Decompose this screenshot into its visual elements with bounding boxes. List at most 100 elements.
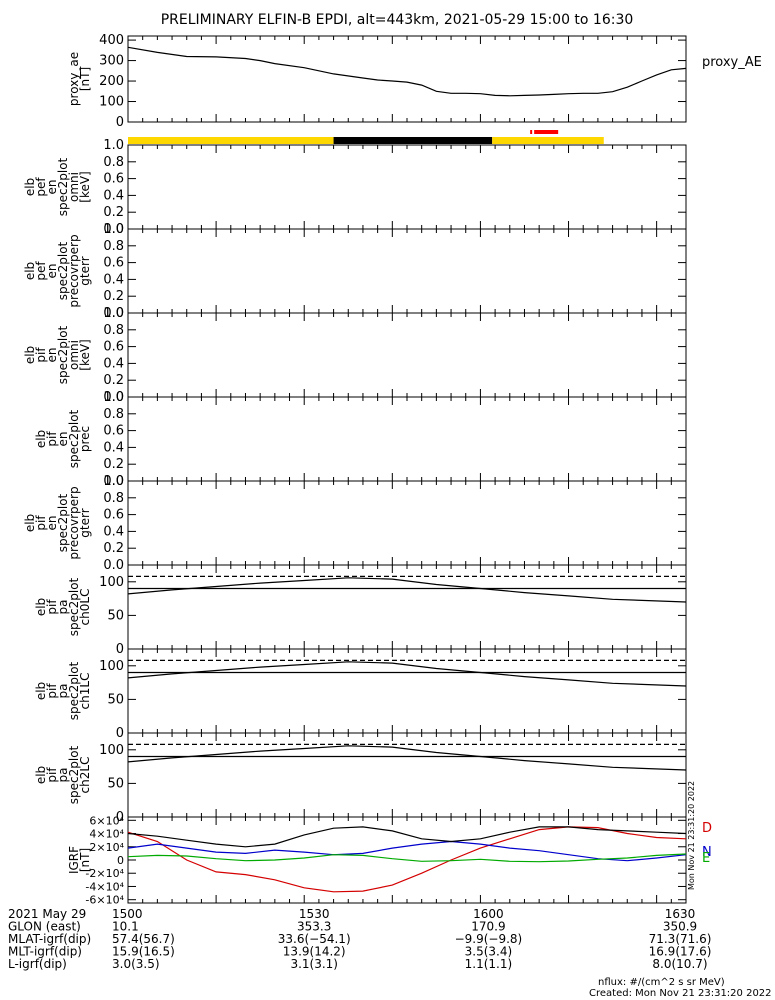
x-axis-annotation: 2021 May 29 1500 1530 1600 1630 GLON (east) 10… [8,907,711,971]
ytick-label-4: 0.8 [103,491,124,506]
row-value-1-3: 350.9 [663,920,697,934]
ylabel-line: elb [23,346,37,364]
ytick-label-5: 1.0 [103,222,124,237]
ylabel-line: ch1LC [78,673,92,710]
row-value-2-3: 71.3(71.6) [649,932,712,946]
panel-pef_en_spec2plot_omni: 0.0 0.2 0.40.6 0.8 1.0 elbpefenspec2plotomni[… [23,138,687,237]
ytick-label-1: 50 [107,776,124,791]
ytick-label-0: 0 [116,726,124,741]
ytick-label-4: 2×10⁴ [89,841,124,854]
ytick-label-0: 0 [116,642,124,657]
ytick-label-0: 0.0 [103,222,124,237]
ylabel-line: pa [56,600,70,615]
panel-frame [127,648,687,734]
ylabel-line: pef [34,261,48,281]
row-value-4-2: 1.1(1.1) [465,957,513,971]
ytick-label-2: 0.4 [103,440,124,455]
ytick-label-2: 200 [99,74,124,89]
ylabel-line: gterr [78,256,92,285]
row-label-0: 2021 May 29 [8,907,86,921]
ylabel-line: en [45,348,59,363]
ylabel-line: pa [56,768,70,783]
ytick-label-3: 0 [117,854,124,867]
ylabel: IGRF[nT] [67,846,92,874]
ytick-label-4: 0.8 [103,155,124,170]
panel-proxy_ae: 0 100 200 300 400 proxy_ae[nT] proxy_AE [67,33,762,130]
series-0 [127,46,687,97]
side-timestamp: Mon Nov 21 23:31:20 2022 [687,781,696,890]
ytick-label-0: 0.0 [103,558,124,573]
ylabel-line: spec2plot [56,493,70,552]
ytick-label-1: 0.2 [103,541,124,556]
row-value-2-1: 33.6(−54.1) [278,932,351,946]
ylabel-line: elb [34,598,48,616]
ylabel-line: [nT] [78,67,92,91]
ylabel: elbpifenspec2plotprecovrperpgterr [23,486,92,559]
ytick-label-0: 0 [116,115,124,130]
ytick-label-1: 0.2 [103,373,124,388]
ylabel-line: precovrperp [67,486,81,559]
ytick-label-5: 1.0 [103,306,124,321]
science-zone-gap-0 [532,130,535,134]
series-N [127,840,687,862]
ytick-label-2: 0.4 [103,272,124,287]
ylabel-line: [nT] [78,848,92,872]
ytick-label-1: -4×10⁴ [85,880,124,893]
row-value-0-0: 1500 [112,907,143,921]
series-total [127,826,687,848]
ylabel-line: pef [34,177,48,197]
ylabel-line: en [56,432,70,447]
series-0 [127,661,687,687]
ylabel-line: ch2LC [78,757,92,794]
nflux-units: nflux: #/(cm^2 s sr MeV) [598,977,725,988]
row-value-0-1: 1530 [299,907,330,921]
ytick-label-3: 0.6 [103,172,124,187]
legend-E: E [702,851,710,866]
ytick-label-6: 6×10⁴ [89,814,124,827]
row-value-2-2: −9.9(−9.8) [455,932,523,946]
ylabel-line: elb [23,262,37,280]
ytick-label-2: 0.4 [103,356,124,371]
created-timestamp: Created: Mon Nov 21 23:31:20 2022 [589,988,772,999]
ytick-label-0: 0.0 [103,390,124,405]
ylabel-line: gterr [78,508,92,537]
panel-frame [127,564,687,650]
panels: 0100200300400proxy_ae[nT]proxy_AE0.00.20… [23,33,762,907]
ylabel-line: pif [45,683,59,699]
panel-pa_ch2LC: 0 50 100 elbpifpaspec2plotch2LC [34,732,687,825]
panel-frame [127,144,687,230]
ytick-label-4: 0.8 [103,407,124,422]
ylabel-line: IGRF [67,846,81,874]
ylabel-line: precovrperp [67,234,81,307]
ylabel-line: spec2plot [56,157,70,216]
panel-pif_en_spec2plot_precovrperp_gterr: 0.0 0.2 0.40.6 0.8 1.0 elbpifenspec2plotpreco… [23,474,687,573]
ylabel: elbpefenspec2plotprecovrperpgterr [23,234,92,307]
ylabel-line: elb [34,766,48,784]
ytick-label-1: 0.2 [103,205,124,220]
row-value-2-0: 57.4(56.7) [112,932,175,946]
row-value-3-3: 16.9(17.6) [649,945,712,959]
ylabel: elbpifenspec2plotomni[keV] [23,325,92,384]
ylabel-line: pif [45,767,59,783]
ylabel-line: spec2plot [67,745,81,804]
ytick-label-2: 100 [99,743,124,758]
ylabel-line: [keV] [78,339,92,370]
row-label-4: L-igrf(dip) [8,957,67,971]
ylabel-line: proxy_ae [67,52,81,106]
row-value-0-2: 1600 [473,907,504,921]
ytick-label-0: -6×10⁴ [85,894,124,907]
ylabel-line: en [45,180,59,195]
panel-pif_en_spec2plot_prec: 0.0 0.2 0.40.6 0.8 1.0 elbpifenspec2plotprec [34,390,687,489]
row-value-1-2: 170.9 [471,920,505,934]
series-0 [127,745,687,771]
ytick-label-1: 50 [107,692,124,707]
ylabel-line: [keV] [78,171,92,202]
ylabel: elbpifpaspec2plotch0LC [34,577,92,636]
ytick-label-0: 0.0 [103,306,124,321]
ytick-label-5: 1.0 [103,390,124,405]
panel-frame [127,312,687,398]
row-value-3-0: 15.9(16.5) [112,945,175,959]
ylabel-line: spec2plot [56,325,70,384]
panel-pa_ch0LC: 0 50 100 elbpifpaspec2plotch0LC [34,564,687,657]
